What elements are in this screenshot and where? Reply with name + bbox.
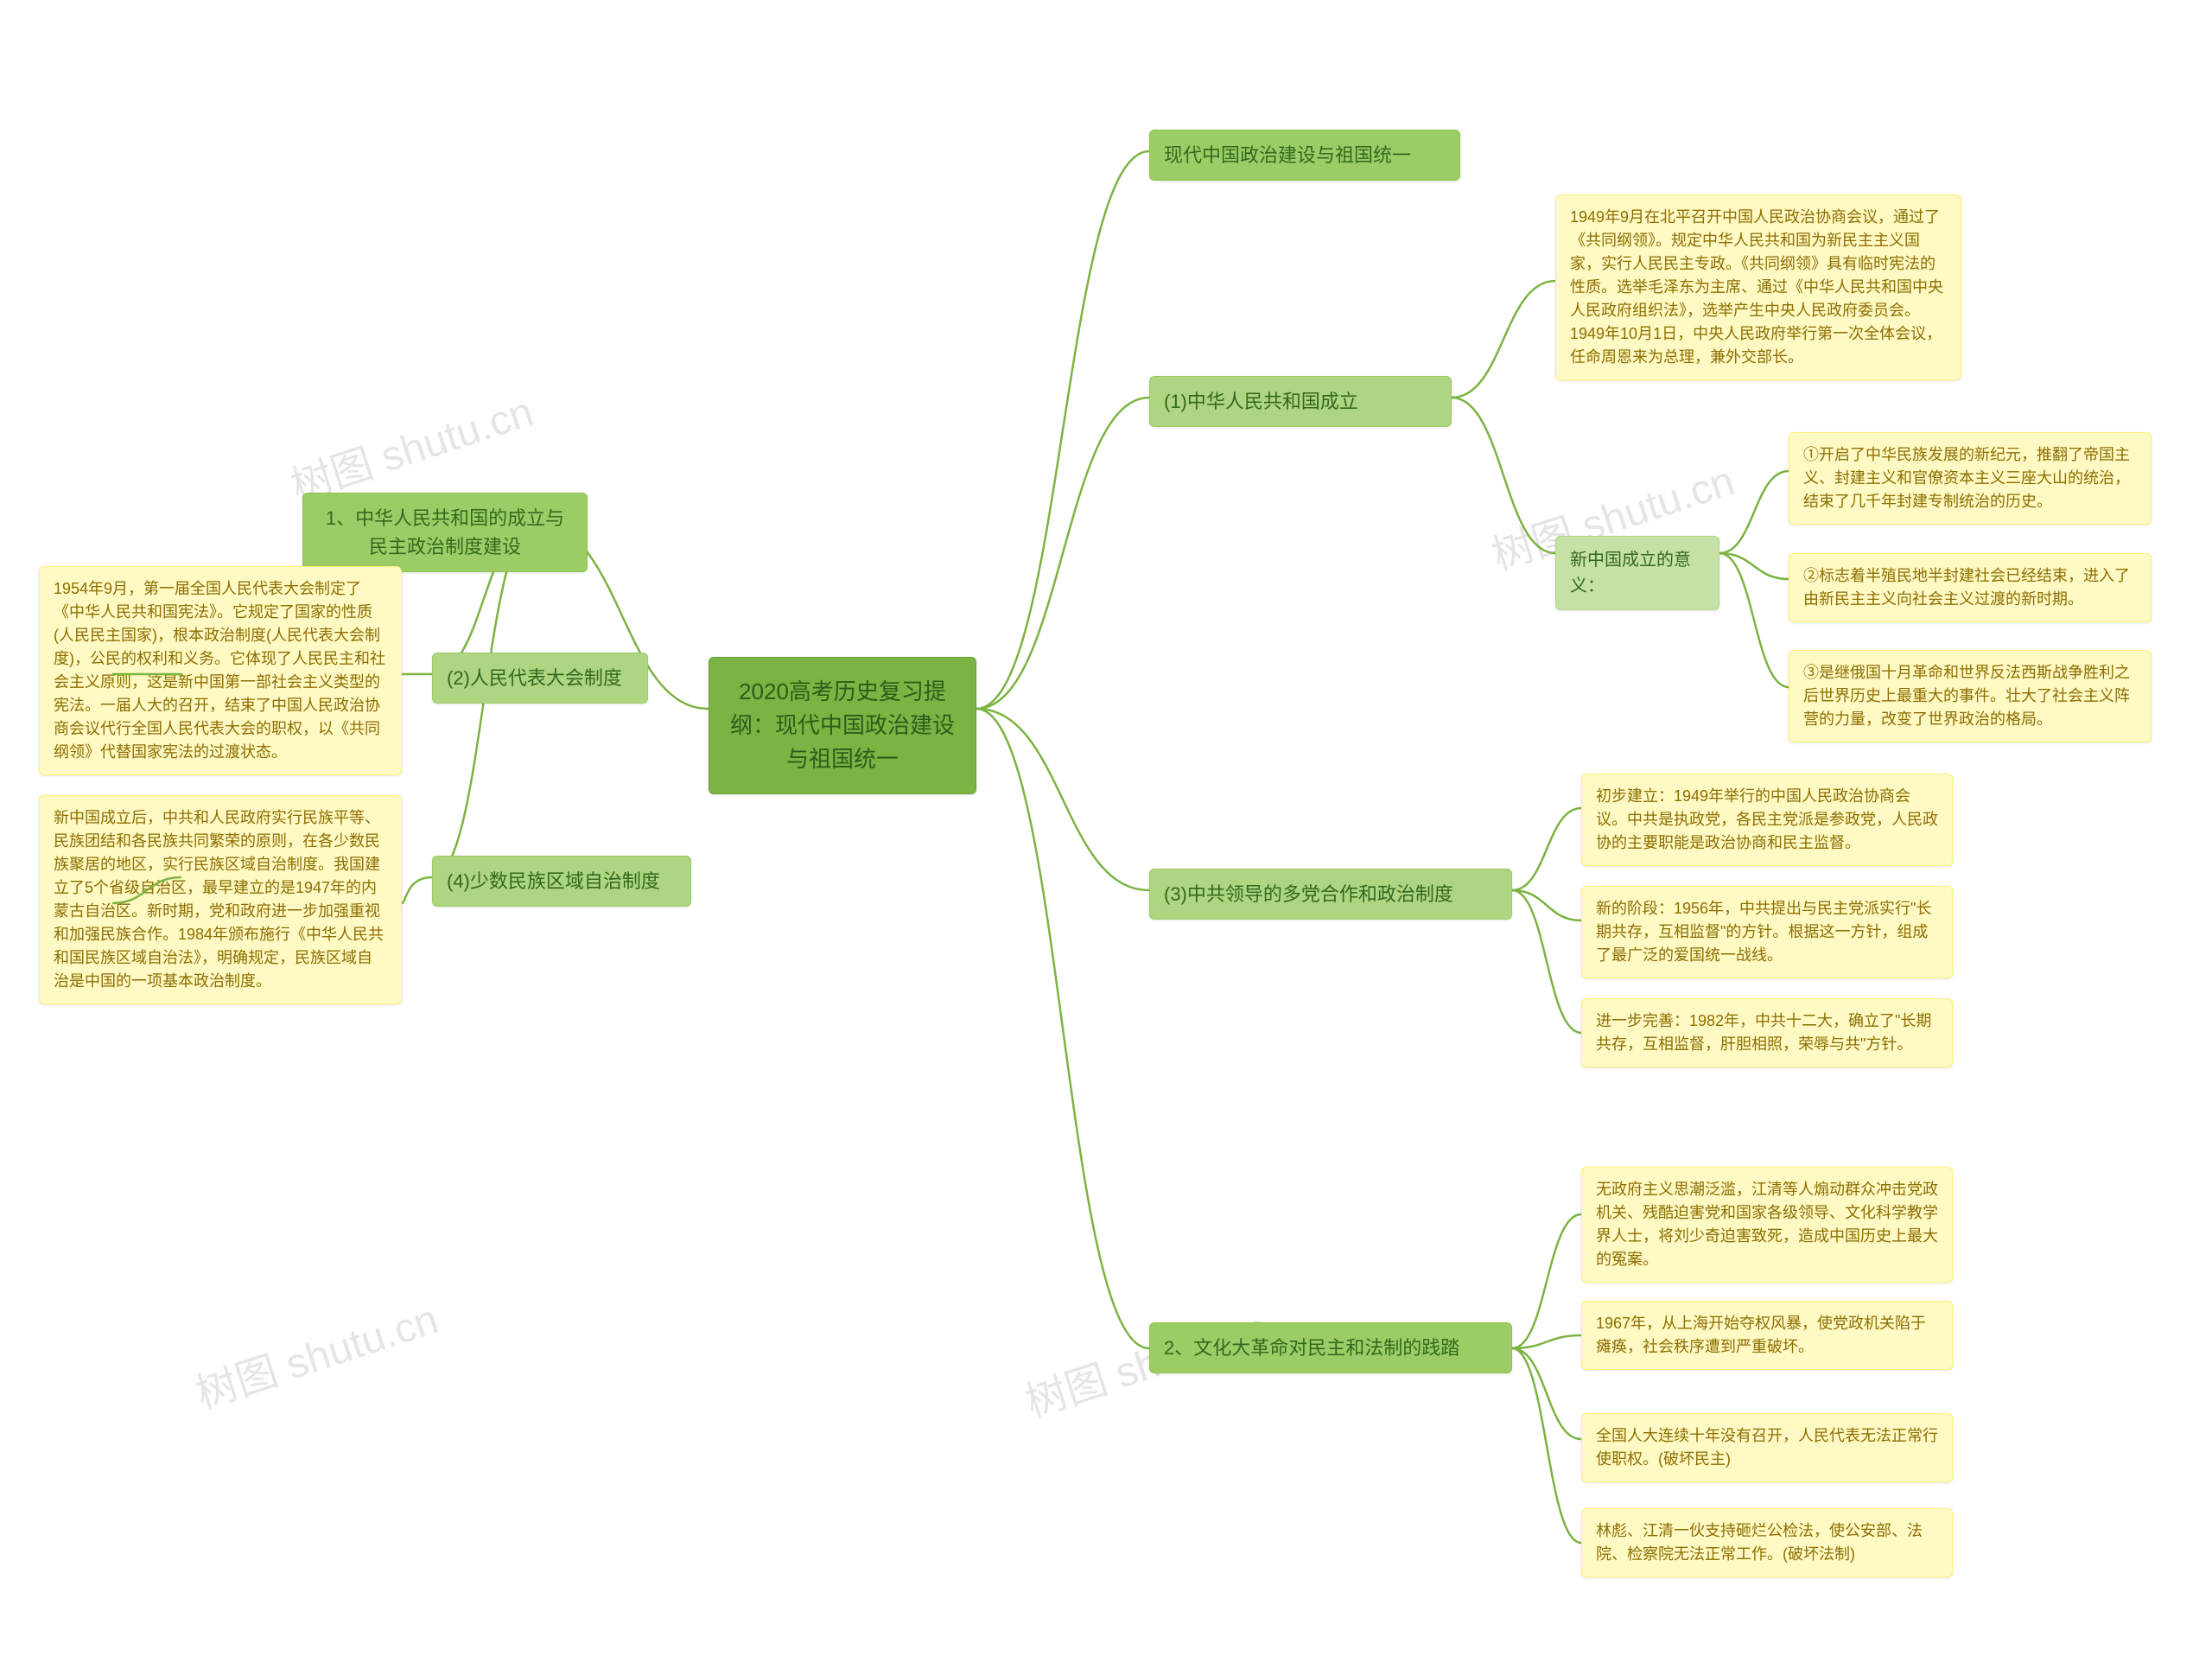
section1-sub1-sig3: ③是继俄国十月革命和世界反法西斯战争胜利之后世界历史上最重大的事件。壮大了社会主… (1789, 650, 2152, 742)
section1-sub3-leaf1: 初步建立：1949年举行的中国人民政治协商会议。中共是执政党，各民主党派是参政党… (1581, 774, 1953, 866)
section1-sub2-node: (2)人民代表大会制度 (432, 653, 648, 704)
section2-leaf2: 1967年，从上海开始夺权风暴，使党政机关陷于瘫痪，社会秩序遭到严重破坏。 (1581, 1301, 1953, 1370)
sub2-leaf: 1954年9月，第一届全国人民代表大会制定了《中华人民共和国宪法》。它规定了国家… (39, 566, 402, 775)
section2-node: 2、文化大革命对民主和法制的践踏 (1149, 1322, 1512, 1373)
root-node: 2020高考历史复习提纲：现代中国政治建设与祖国统一 (709, 657, 976, 794)
section1-sub1-sig2: ②标志着半殖民地半封建社会已经结束，进入了由新民主主义向社会主义过渡的新时期。 (1789, 553, 2152, 622)
section1-sub3-leaf3: 进一步完善：1982年，中共十二大，确立了"长期共存，互相监督，肝胆相照，荣辱与… (1581, 998, 1953, 1067)
section2-leaf4: 林彪、江清一伙支持砸烂公检法，使公安部、法院、检察院无法正常工作。(破坏法制) (1581, 1508, 1953, 1577)
section1-sub3-node: (3)中共领导的多党合作和政治制度 (1149, 869, 1512, 920)
section1-sub1-leaf1: 1949年9月在北平召开中国人民政治协商会议，通过了《共同纲领》。规定中华人民共… (1555, 194, 1961, 380)
section1-sub1-sig-title: 新中国成立的意义： (1555, 536, 1719, 610)
section1-sub4-node: (4)少数民族区域自治制度 (432, 856, 691, 907)
sub4-leaf: 新中国成立后，中共和人民政府实行民族平等、民族团结和各民族共同繁荣的原则，在各少… (39, 795, 402, 1004)
section1-node: 1、中华人民共和国的成立与民主政治制度建设 (302, 493, 588, 572)
title-node: 现代中国政治建设与祖国统一 (1149, 130, 1460, 181)
section1-sub1-sig1: ①开启了中华民族发展的新纪元，推翻了帝国主义、封建主义和官僚资本主义三座大山的统… (1789, 432, 2152, 525)
section2-leaf3: 全国人大连续十年没有召开，人民代表无法正常行使职权。(破坏民主) (1581, 1413, 1953, 1482)
watermark: 树图 shutu.cn (187, 1285, 444, 1420)
section2-leaf1: 无政府主义思潮泛滥，江清等人煽动群众冲击党政机关、残酷迫害党和国家各级领导、文化… (1581, 1167, 1953, 1283)
section1-sub3-leaf2: 新的阶段：1956年，中共提出与民主党派实行"长期共存，互相监督"的方针。根据这… (1581, 886, 1953, 978)
section1-sub1-node: (1)中华人民共和国成立 (1149, 376, 1452, 427)
